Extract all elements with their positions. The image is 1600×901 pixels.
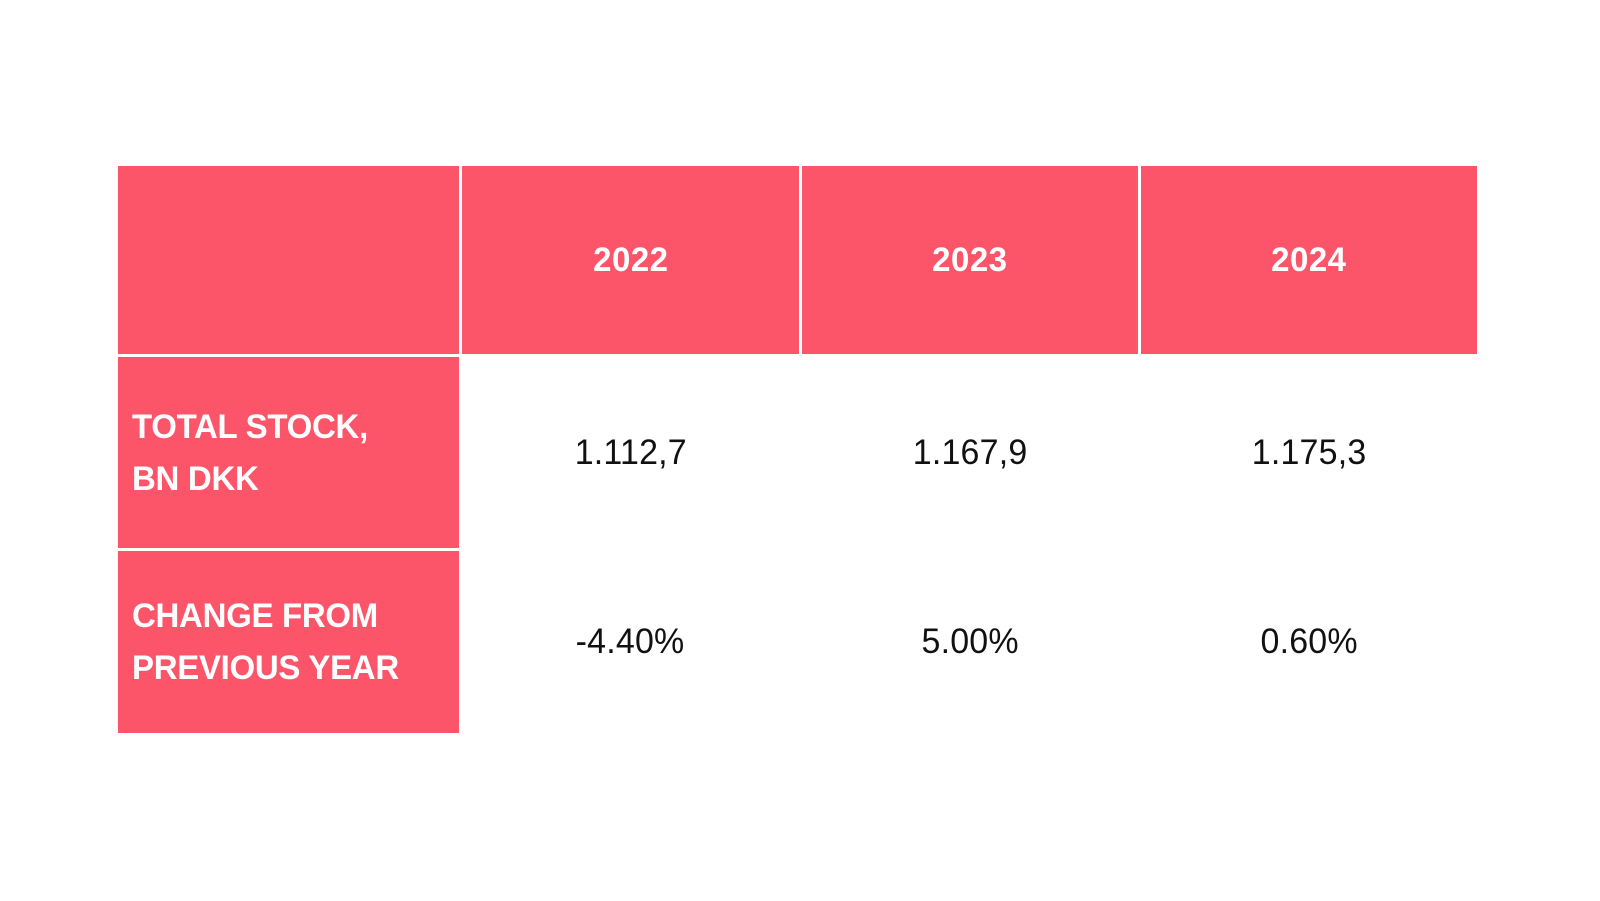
column-header-2023-label: 2023 (932, 240, 1008, 279)
value-total-stock-2022: 1.112,7 (462, 357, 799, 548)
row-header-change: CHANGE FROM PREVIOUS YEAR (118, 551, 459, 733)
value-change-2022: -4.40% (462, 551, 799, 733)
column-header-2024-label: 2024 (1271, 240, 1347, 279)
value-total-stock-2024-text: 1.175,3 (1251, 432, 1367, 472)
row-header-total-stock-line2: BN DKK (132, 459, 259, 498)
value-total-stock-2023: 1.167,9 (802, 357, 1138, 548)
column-header-2022-label: 2022 (592, 240, 669, 279)
row-header-total-stock-line1: TOTAL STOCK, (132, 407, 368, 446)
value-change-2024: 0.60% (1141, 551, 1477, 733)
value-change-2023-text: 5.00% (921, 622, 1019, 661)
value-total-stock-2022-text: 1.112,7 (574, 432, 687, 472)
value-total-stock-2024: 1.175,3 (1141, 357, 1477, 548)
value-total-stock-2023-text: 1.167,9 (912, 432, 1028, 472)
column-header-2023: 2023 (802, 166, 1138, 354)
value-change-2023: 5.00% (802, 551, 1138, 733)
column-header-2024: 2024 (1141, 166, 1477, 354)
row-header-change-line2: PREVIOUS YEAR (132, 649, 399, 687)
stock-table: 2022 2023 2024 TOTAL STOCK, BN DKK 1.112… (118, 166, 1477, 733)
row-header-change-line1: CHANGE FROM (132, 597, 378, 635)
value-change-2024-text: 0.60% (1260, 622, 1358, 661)
table-corner-cell (118, 166, 459, 354)
value-change-2022-text: -4.40% (576, 622, 685, 661)
column-header-2022: 2022 (462, 166, 799, 354)
row-header-total-stock: TOTAL STOCK, BN DKK (118, 357, 459, 548)
